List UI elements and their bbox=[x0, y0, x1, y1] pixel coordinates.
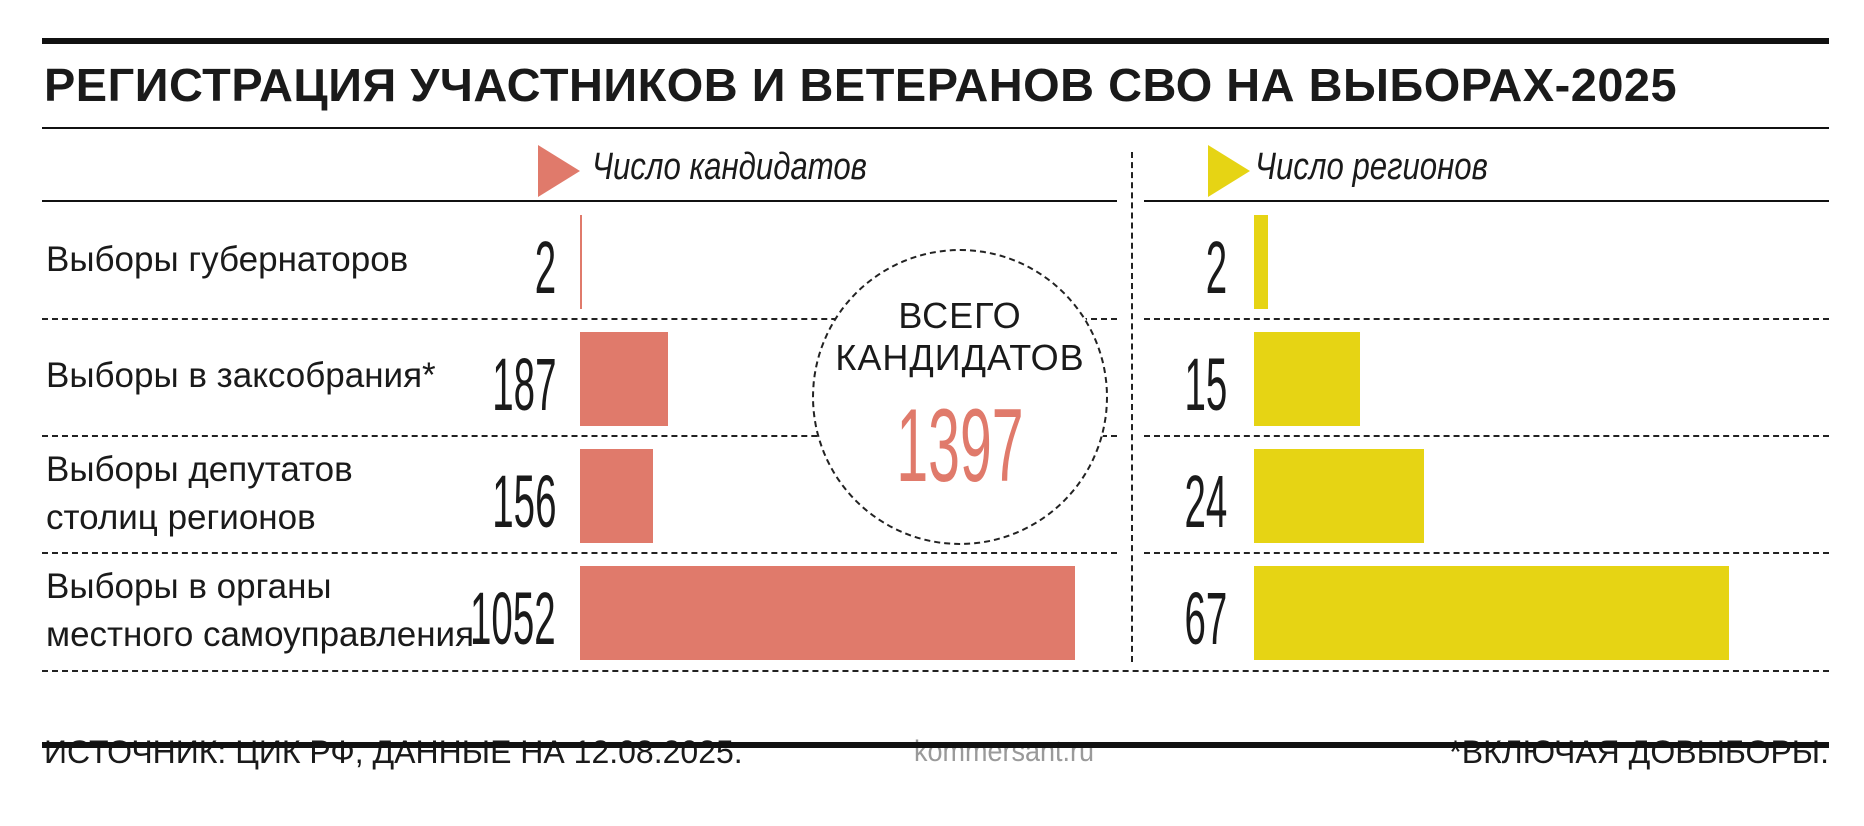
candidates-bar bbox=[580, 449, 654, 543]
left-header-rule bbox=[42, 200, 1117, 202]
chart-title: РЕГИСТРАЦИЯ УЧАСТНИКОВ И ВЕТЕРАНОВ СВО Н… bbox=[44, 59, 1678, 111]
regions-legend-label: Число регионов bbox=[1255, 146, 1488, 188]
candidates-value-label: 156 bbox=[491, 460, 556, 543]
regions-legend-icon bbox=[1208, 145, 1250, 197]
row-divider bbox=[42, 318, 1117, 320]
row-divider bbox=[42, 552, 1117, 554]
row-label-local-government: Выборы в органы местного самоуправления bbox=[46, 567, 475, 654]
regions-bar bbox=[1254, 215, 1269, 309]
candidates-bar bbox=[580, 566, 1075, 660]
source-note: ИСТОЧНИК: ЦИК РФ, ДАННЫЕ НА 12.08.2025. bbox=[44, 734, 743, 770]
candidates-value-label: 187 bbox=[491, 343, 556, 426]
bottom-rule bbox=[42, 742, 1829, 748]
row-divider bbox=[42, 435, 1117, 437]
regions-value-label: 67 bbox=[1184, 577, 1227, 660]
row-divider bbox=[1144, 435, 1829, 437]
site-link[interactable]: kommersant.ru bbox=[914, 735, 1095, 768]
total-candidates-badge: ВСЕГО КАНДИДАТОВ 1397 bbox=[812, 249, 1108, 545]
bottom-divider bbox=[42, 670, 1829, 672]
row-label-legislatures: Выборы в заксобрания* bbox=[46, 356, 436, 395]
candidates-bar bbox=[580, 332, 668, 426]
row-label-capital-deputies: Выборы депутатов столиц регионов bbox=[46, 450, 353, 537]
right-header-rule bbox=[1144, 200, 1829, 202]
total-value: 1397 bbox=[896, 388, 1024, 504]
total-label: ВСЕГО bbox=[898, 295, 1022, 336]
total-label: КАНДИДАТОВ bbox=[835, 337, 1085, 378]
row-label-governors: Выборы губернаторов bbox=[46, 240, 409, 279]
regions-value-label: 15 bbox=[1184, 343, 1227, 426]
regions-value-label: 24 bbox=[1184, 460, 1227, 543]
panel-separator bbox=[1131, 152, 1133, 662]
top-rule bbox=[42, 38, 1829, 44]
regions-bar bbox=[1254, 449, 1425, 543]
candidates-value-label: 1052 bbox=[470, 577, 556, 660]
candidates-value-label: 2 bbox=[534, 226, 556, 309]
row-divider bbox=[1144, 318, 1829, 320]
candidates-legend-icon bbox=[538, 145, 580, 197]
row-divider bbox=[1144, 552, 1829, 554]
title-underline bbox=[42, 127, 1829, 129]
regions-bar bbox=[1254, 332, 1361, 426]
regions-bar bbox=[1254, 566, 1729, 660]
regions-value-label: 2 bbox=[1205, 226, 1227, 309]
footnote: *ВКЛЮЧАЯ ДОВЫБОРЫ. bbox=[1449, 734, 1829, 770]
candidates-bar bbox=[580, 215, 582, 309]
candidates-legend-label: Число кандидатов bbox=[592, 146, 867, 188]
